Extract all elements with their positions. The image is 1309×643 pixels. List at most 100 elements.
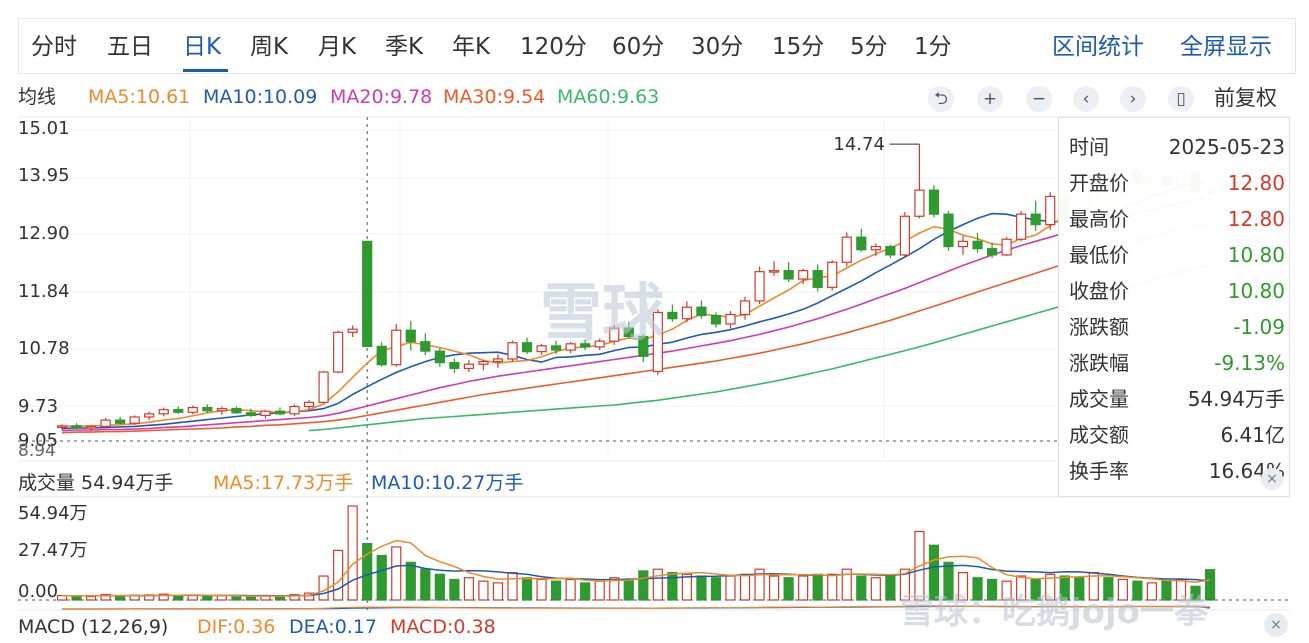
volume-bar — [638, 570, 649, 601]
tab-3[interactable]: 周K — [250, 34, 289, 60]
active-tab-indicator — [183, 69, 228, 72]
fuquan-selector[interactable]: 前复权 — [1214, 86, 1277, 110]
candle-body — [1030, 213, 1041, 226]
candle-body — [376, 345, 387, 366]
info-value: -9.13% — [1214, 351, 1285, 375]
candle-body — [216, 408, 227, 412]
volume-bar — [100, 593, 111, 601]
volume-tick-1: 27.47万 — [18, 540, 88, 561]
candle-body — [972, 240, 983, 250]
info-row: 收盘价 10.80 — [1069, 276, 1285, 306]
candle-body — [202, 406, 213, 412]
candle-body — [725, 313, 736, 325]
tab-12[interactable]: 1分 — [914, 34, 952, 60]
candle-body — [362, 240, 373, 348]
candle-body — [1016, 213, 1027, 240]
volume-bar — [173, 594, 184, 601]
candle-body — [187, 406, 198, 413]
info-key: 成交额 — [1069, 423, 1129, 447]
info-value: 10.80 — [1227, 243, 1285, 267]
info-key: 收盘价 — [1069, 279, 1129, 303]
info-key: 成交量 — [1069, 387, 1129, 411]
next-icon[interactable]: › — [1120, 86, 1146, 112]
info-row: 最低价 10.80 — [1069, 240, 1285, 270]
info-key: 开盘价 — [1069, 171, 1129, 195]
candle-body — [333, 331, 344, 373]
volume-bar — [71, 595, 82, 601]
candle-body — [856, 236, 867, 251]
info-value: -1.09 — [1233, 315, 1285, 339]
candle-body — [274, 410, 286, 415]
candle-body — [158, 409, 169, 415]
tab-1[interactable]: 五日 — [107, 34, 153, 60]
volume-bar — [710, 577, 722, 601]
macd-close-icon[interactable]: × — [1264, 613, 1288, 637]
tab-0[interactable]: 分时 — [31, 34, 77, 60]
volume-bar — [536, 578, 547, 601]
candle-body — [565, 343, 576, 351]
volume-bar — [928, 544, 940, 601]
ma20-line — [61, 196, 1211, 432]
prev-icon[interactable]: ‹ — [1073, 86, 1099, 112]
candle-body — [463, 363, 475, 369]
info-close-icon[interactable]: × — [1261, 468, 1283, 490]
volume-bar — [231, 595, 242, 601]
tab-7[interactable]: 120分 — [520, 34, 587, 60]
candle-body — [943, 213, 954, 248]
max-price-label: 14.74 — [833, 134, 885, 155]
info-value: 12.80 — [1227, 207, 1285, 231]
candle-body — [100, 419, 111, 427]
info-row: 成交额 6.41亿 — [1069, 420, 1285, 450]
info-value: 54.94万手 — [1187, 387, 1285, 411]
tab-11[interactable]: 5分 — [850, 34, 888, 60]
watermark-center: 雪球 — [540, 276, 665, 349]
volume-bar — [899, 568, 910, 601]
info-row: 成交量 54.94万手 — [1069, 384, 1285, 414]
volume-bar — [376, 554, 387, 601]
tab-5[interactable]: 季K — [385, 34, 424, 60]
candle-body — [173, 409, 184, 413]
candle-body — [536, 345, 547, 353]
tab-8[interactable]: 60分 — [612, 34, 665, 60]
price-tick-2: 12.90 — [18, 223, 70, 244]
zoom-in-icon[interactable]: + — [977, 86, 1003, 112]
volume-bar — [420, 568, 431, 601]
tab-10[interactable]: 15分 — [772, 34, 825, 60]
volume-bar — [1132, 580, 1143, 601]
candle-body — [391, 329, 402, 366]
volume-bar — [885, 575, 896, 601]
macd-legend-item-3: MACD:0.38 — [390, 616, 496, 638]
ma-legend-item-0: MA5:10.61 — [88, 86, 191, 108]
tab-6[interactable]: 年K — [452, 34, 491, 60]
tab-4[interactable]: 月K — [318, 34, 357, 60]
candle-body — [507, 342, 518, 360]
ma-legend-item-2: MA20:9.78 — [330, 86, 433, 108]
candle-body — [71, 425, 82, 429]
candle-body — [289, 405, 300, 415]
volume-bar — [696, 575, 707, 601]
volume-bar — [623, 578, 634, 601]
undo-icon[interactable]: ⮌ — [928, 86, 954, 112]
volume-bar — [870, 577, 881, 601]
tab-9[interactable]: 30分 — [691, 34, 744, 60]
info-value: 12.80 — [1227, 171, 1285, 195]
price-tick-3: 11.84 — [18, 281, 70, 302]
candle-body — [957, 240, 969, 248]
candle-body — [623, 327, 634, 338]
zoom-out-icon[interactable]: − — [1026, 86, 1052, 112]
candle-icon[interactable]: ▯ — [1168, 86, 1194, 112]
candle-body — [478, 360, 489, 365]
watermark-bottom: 雪球：吃鹅jojo一拳 — [900, 592, 1209, 632]
info-key: 最低价 — [1069, 243, 1129, 267]
volume-bar — [565, 578, 576, 601]
candle-body — [827, 261, 838, 288]
fullscreen-link[interactable]: 全屏显示 — [1180, 34, 1272, 60]
volume-bar — [492, 582, 504, 601]
range-stats-link[interactable]: 区间统计 — [1052, 34, 1144, 60]
volume-bar — [405, 561, 416, 601]
volume-bar — [245, 595, 257, 601]
candle-body — [928, 189, 940, 215]
candle-body — [521, 342, 533, 353]
volume-bar — [725, 575, 736, 601]
tab-2[interactable]: 日K — [183, 34, 222, 60]
